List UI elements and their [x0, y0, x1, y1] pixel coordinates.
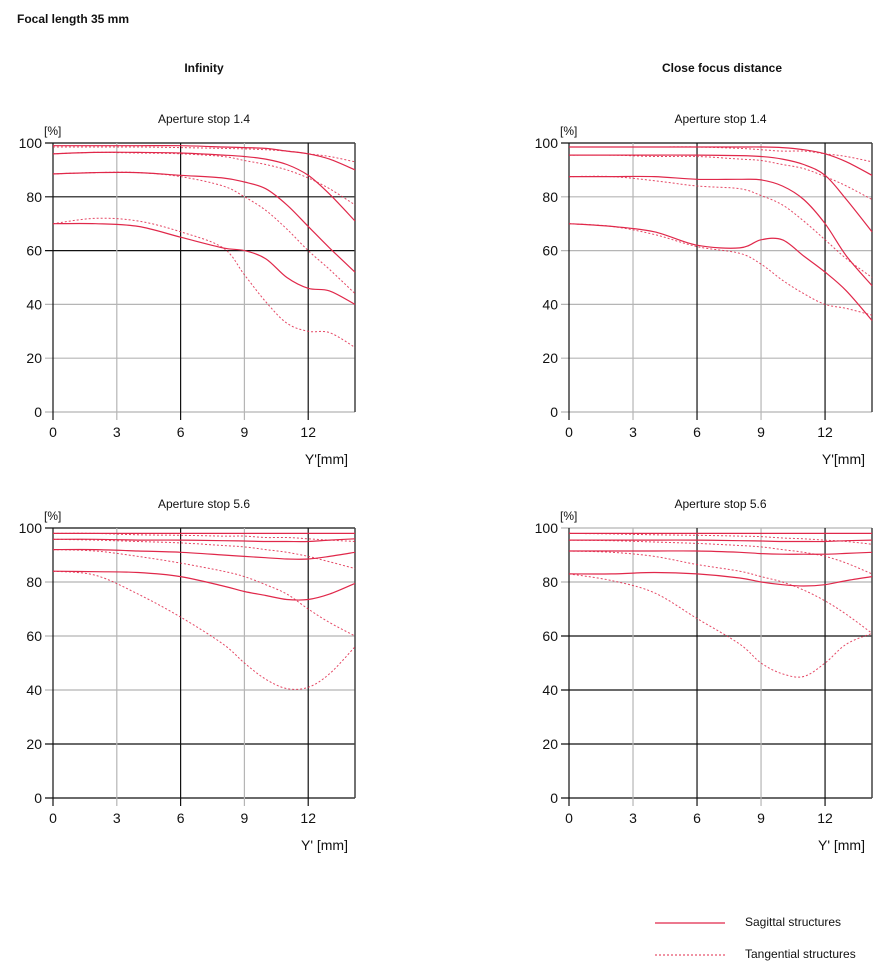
y-tick-label: 80 [26, 574, 42, 590]
sagittal-curve-2 [568, 539, 873, 543]
x-axis-label: Y' [mm] [818, 837, 865, 853]
page-title: Focal length 35 mm [17, 12, 129, 26]
y-tick-label: 20 [542, 350, 558, 366]
mtf-chart-1: Aperture stop 1.4 [%] Y'[mm] 0 20 40 60 80 100 0 3… [19, 112, 356, 467]
x-tick-label: 3 [113, 424, 121, 440]
x-tick-label: 0 [565, 424, 573, 440]
x-tick-label: 6 [693, 424, 701, 440]
y-tick-label: 60 [26, 243, 42, 259]
tangential-curve-1 [568, 532, 873, 545]
x-axis-label: Y'[mm] [822, 451, 865, 467]
tangential-curve-4 [568, 223, 873, 316]
y-tick-label: 100 [19, 135, 43, 151]
x-tick-label: 3 [629, 810, 637, 826]
y-tick-label: 80 [542, 189, 558, 205]
x-tick-label: 12 [817, 424, 833, 440]
tangential-curve-2 [52, 151, 356, 206]
y-tick-label: 20 [542, 736, 558, 752]
sagittal-curve-4 [568, 223, 873, 321]
mtf-chart-4: Aperture stop 5.6 [%] Y' [mm] 0 20 40 60 80 100 0… [535, 497, 873, 853]
sagittal-curve-1 [53, 145, 356, 171]
x-tick-label: 3 [629, 424, 637, 440]
y-tick-label: 20 [26, 350, 42, 366]
x-tick-label: 9 [241, 810, 249, 826]
tangential-curve-4 [52, 217, 356, 348]
y-tick-label: 80 [542, 574, 558, 590]
mtf-chart-3: Aperture stop 5.6 [%] Y' [mm] 0 20 40 60 80 100 0… [19, 497, 356, 853]
sagittal-curve-4 [52, 570, 356, 601]
x-tick-label: 0 [49, 424, 57, 440]
y-tick-label: 60 [26, 628, 42, 644]
y-tick-label: 100 [19, 520, 43, 536]
x-tick-label: 9 [757, 424, 765, 440]
sagittal-curve-2 [52, 538, 356, 543]
x-tick-label: 0 [49, 810, 57, 826]
tangential-curve-3 [568, 550, 873, 634]
chart-title: Aperture stop 5.6 [674, 497, 766, 511]
sagittal-curve-2 [569, 154, 873, 233]
y-axis-label: [%] [560, 509, 577, 523]
y-tick-label: 20 [26, 736, 42, 752]
legend-tangential-label: Tangential structures [745, 947, 856, 961]
y-tick-label: 40 [26, 296, 42, 312]
tangential-curve-2 [568, 154, 873, 200]
x-tick-label: 12 [300, 424, 316, 440]
sagittal-curve-1 [568, 146, 873, 176]
x-tick-label: 12 [817, 810, 833, 826]
y-tick-label: 40 [542, 682, 558, 698]
x-tick-label: 6 [693, 810, 701, 826]
sagittal-curve-3 [568, 175, 873, 286]
x-tick-label: 6 [177, 810, 185, 826]
tangential-curve-2 [52, 538, 356, 569]
legend: Sagittal structures Tangential structure… [655, 915, 856, 961]
y-tick-label: 60 [542, 628, 558, 644]
sagittal-curve-3 [569, 550, 873, 555]
tangential-curve-1 [52, 532, 356, 542]
tangential-curve-2 [568, 539, 873, 575]
x-axis-label: Y'[mm] [305, 451, 348, 467]
x-axis-label: Y' [mm] [301, 837, 348, 853]
x-tick-label: 6 [177, 424, 185, 440]
tangential-curve-3 [568, 175, 873, 278]
y-axis-label: [%] [44, 124, 61, 138]
column-title-infinity: Infinity [184, 61, 224, 75]
y-axis-label: [%] [560, 124, 577, 138]
x-tick-label: 12 [300, 810, 316, 826]
y-axis-label: [%] [44, 509, 61, 523]
x-tick-label: 9 [241, 424, 249, 440]
sagittal-curve-4 [568, 571, 873, 587]
y-tick-label: 0 [34, 790, 42, 806]
x-tick-label: 3 [113, 810, 121, 826]
tangential-curve-3 [52, 549, 356, 637]
y-tick-label: 0 [34, 404, 42, 420]
tangential-curve-4 [52, 570, 356, 690]
y-tick-label: 100 [535, 520, 559, 536]
column-title-close-focus: Close focus distance [662, 61, 782, 75]
y-tick-label: 40 [542, 296, 558, 312]
x-tick-label: 9 [757, 810, 765, 826]
y-tick-label: 80 [26, 189, 42, 205]
chart-title: Aperture stop 5.6 [158, 497, 250, 511]
sagittal-curve-4 [52, 222, 356, 305]
chart-title: Aperture stop 1.4 [674, 112, 766, 126]
sagittal-curve-3 [52, 548, 356, 560]
y-tick-label: 0 [550, 790, 558, 806]
y-tick-label: 0 [550, 404, 558, 420]
y-tick-label: 100 [535, 135, 559, 151]
tangential-curve-1 [568, 146, 873, 163]
tangential-curve-4 [568, 573, 873, 678]
tangential-curve-3 [52, 171, 356, 294]
tangential-curve-1 [52, 146, 356, 163]
mtf-chart-2: Aperture stop 1.4 [%] Y'[mm] 0 20 40 60 80 100 0 3… [535, 112, 873, 467]
sagittal-curve-3 [52, 171, 356, 273]
legend-sagittal-label: Sagittal structures [745, 915, 841, 929]
y-tick-label: 60 [542, 243, 558, 259]
chart-title: Aperture stop 1.4 [158, 112, 250, 126]
y-tick-label: 40 [26, 682, 42, 698]
sagittal-curve-2 [52, 151, 356, 222]
x-tick-label: 0 [565, 810, 573, 826]
